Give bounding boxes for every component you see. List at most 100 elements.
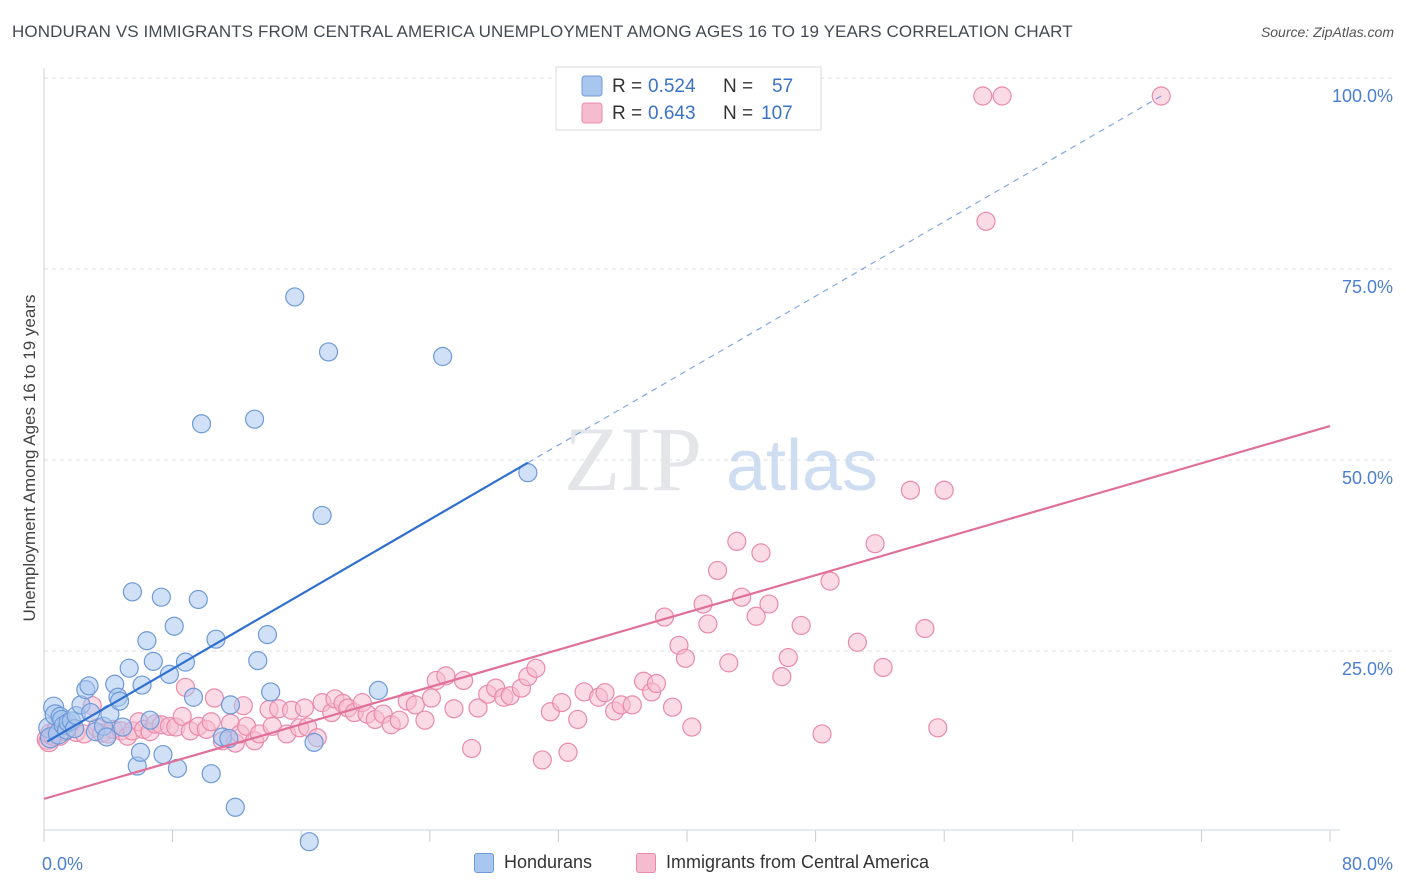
x-axis-ticks xyxy=(43,830,1331,842)
honduran-point-26 xyxy=(122,582,143,602)
legend-item-hondurans[interactable]: Hondurans xyxy=(474,852,592,873)
honduran-point-55 xyxy=(312,505,332,526)
y-axis-label: Unemployment Among Ages 16 to 19 years xyxy=(20,295,39,622)
honduran-point-46 xyxy=(220,695,241,715)
immigrant-point-103 xyxy=(746,606,766,626)
immigrant-point-64 xyxy=(421,688,442,708)
honduran-point-53 xyxy=(299,832,319,852)
immigrant-point-106 xyxy=(772,667,792,687)
honduran-trend-extension xyxy=(527,95,1162,464)
hondurans-points xyxy=(38,287,538,852)
honduran-point-15 xyxy=(79,676,99,696)
honduran-point-51 xyxy=(261,682,281,702)
immigrant-point-114 xyxy=(900,480,921,500)
immigrant-point-96 xyxy=(682,717,702,737)
honduran-point-36 xyxy=(164,616,184,636)
immigrant-point-99 xyxy=(707,560,728,581)
legend-n-value-1: 107 xyxy=(761,103,793,124)
immigrant-point-88 xyxy=(622,695,642,715)
y-tick-labels: 25.0% 50.0% 75.0% 100.0% xyxy=(1332,86,1393,679)
immigrant-point-101 xyxy=(727,531,747,552)
honduran-point-25 xyxy=(119,658,139,678)
legend-label-hondurans: Hondurans xyxy=(504,852,593,872)
legend-r-label-1: R = xyxy=(612,103,642,124)
y-tick-label-50: 50.0% xyxy=(1342,468,1393,488)
x-tick-label-0: 0.0% xyxy=(42,854,83,874)
watermark: ZIP atlas xyxy=(564,408,878,510)
honduran-point-31 xyxy=(140,710,160,730)
immigrant-point-25 xyxy=(172,706,192,726)
immigrant-point-117 xyxy=(934,480,954,500)
immigrant-point-91 xyxy=(646,673,667,694)
legend-r-label-0: R = xyxy=(612,76,642,97)
immigrant-point-60 xyxy=(389,710,409,730)
honduran-point-41 xyxy=(191,414,212,434)
immigrant-point-112 xyxy=(865,534,885,554)
honduran-point-24 xyxy=(113,717,133,737)
immigrant-point-78 xyxy=(532,750,552,770)
legend-label-immigrants: Immigrants from Central America xyxy=(666,852,930,872)
immigrant-point-30 xyxy=(201,712,221,732)
honduran-point-50 xyxy=(257,625,278,645)
immigrant-point-115 xyxy=(915,618,935,639)
honduran-point-19 xyxy=(97,727,117,747)
legend-n-value-0: 57 xyxy=(772,76,793,97)
immigrant-point-118 xyxy=(973,86,993,106)
honduran-point-33 xyxy=(151,587,171,607)
immigrant-point-119 xyxy=(976,211,996,231)
immigrant-trend-line xyxy=(43,424,1331,800)
honduran-point-47 xyxy=(225,797,245,817)
immigrant-point-105 xyxy=(759,594,779,614)
x-tick-label-80: 80.0% xyxy=(1342,854,1393,874)
immigrant-point-108 xyxy=(791,615,811,636)
honduran-point-30 xyxy=(137,631,157,651)
legend-swatch-blue xyxy=(474,852,494,873)
source-credit: Source: ZipAtlas.com xyxy=(1260,24,1394,40)
legend-swatch-immigrants xyxy=(581,102,603,124)
honduran-point-57 xyxy=(368,680,388,700)
immigrant-point-80 xyxy=(552,693,572,713)
immigrant-point-81 xyxy=(558,742,578,762)
immigrant-point-67 xyxy=(444,699,464,719)
immigrant-point-111 xyxy=(847,632,867,652)
immigrant-point-109 xyxy=(812,724,832,744)
legend-r-value-0: 0.524 xyxy=(648,76,696,97)
watermark-zip: ZIP xyxy=(564,408,702,510)
honduran-point-32 xyxy=(143,651,163,671)
immigrant-point-31 xyxy=(204,688,224,708)
honduran-point-56 xyxy=(318,342,339,362)
honduran-point-58 xyxy=(433,346,453,367)
honduran-point-16 xyxy=(81,702,101,723)
legend-swatch-hondurans xyxy=(581,75,603,97)
x-tick-labels: 0.0% 80.0% xyxy=(42,854,1393,874)
immigrant-point-85 xyxy=(595,683,615,703)
immigrant-point-120 xyxy=(992,86,1012,106)
immigrant-point-69 xyxy=(461,738,482,759)
honduran-point-40 xyxy=(188,589,208,610)
legend-item-immigrants[interactable]: Immigrants from Central America xyxy=(636,852,929,873)
stats-legend: R = 0.524 N = 57 R = 0.643 N = 107 xyxy=(555,66,822,131)
immigrant-point-46 xyxy=(294,698,315,718)
immigrant-point-77 xyxy=(526,658,546,678)
honduran-point-48 xyxy=(244,409,265,429)
legend-r-value-1: 0.643 xyxy=(648,103,696,124)
honduran-point-54 xyxy=(304,732,324,752)
immigrant-point-107 xyxy=(778,647,798,668)
immigrant-point-68 xyxy=(453,670,474,691)
trend-lines xyxy=(43,95,1331,800)
immigrant-point-98 xyxy=(698,614,718,634)
chart-title: HONDURAN VS IMMIGRANTS FROM CENTRAL AMER… xyxy=(12,22,1073,41)
y-tick-label-25: 25.0% xyxy=(1342,659,1393,679)
honduran-point-35 xyxy=(159,664,179,684)
honduran-point-28 xyxy=(130,742,151,762)
honduran-point-49 xyxy=(248,650,268,671)
immigrant-point-95 xyxy=(675,648,695,668)
immigrant-point-93 xyxy=(662,697,683,717)
honduran-point-34 xyxy=(153,744,173,765)
honduran-point-42 xyxy=(201,764,221,784)
immigrant-point-82 xyxy=(568,709,588,730)
honduran-trend-line xyxy=(46,461,529,743)
legend-n-label-1: N = xyxy=(723,103,753,124)
immigrant-point-62 xyxy=(405,695,425,715)
